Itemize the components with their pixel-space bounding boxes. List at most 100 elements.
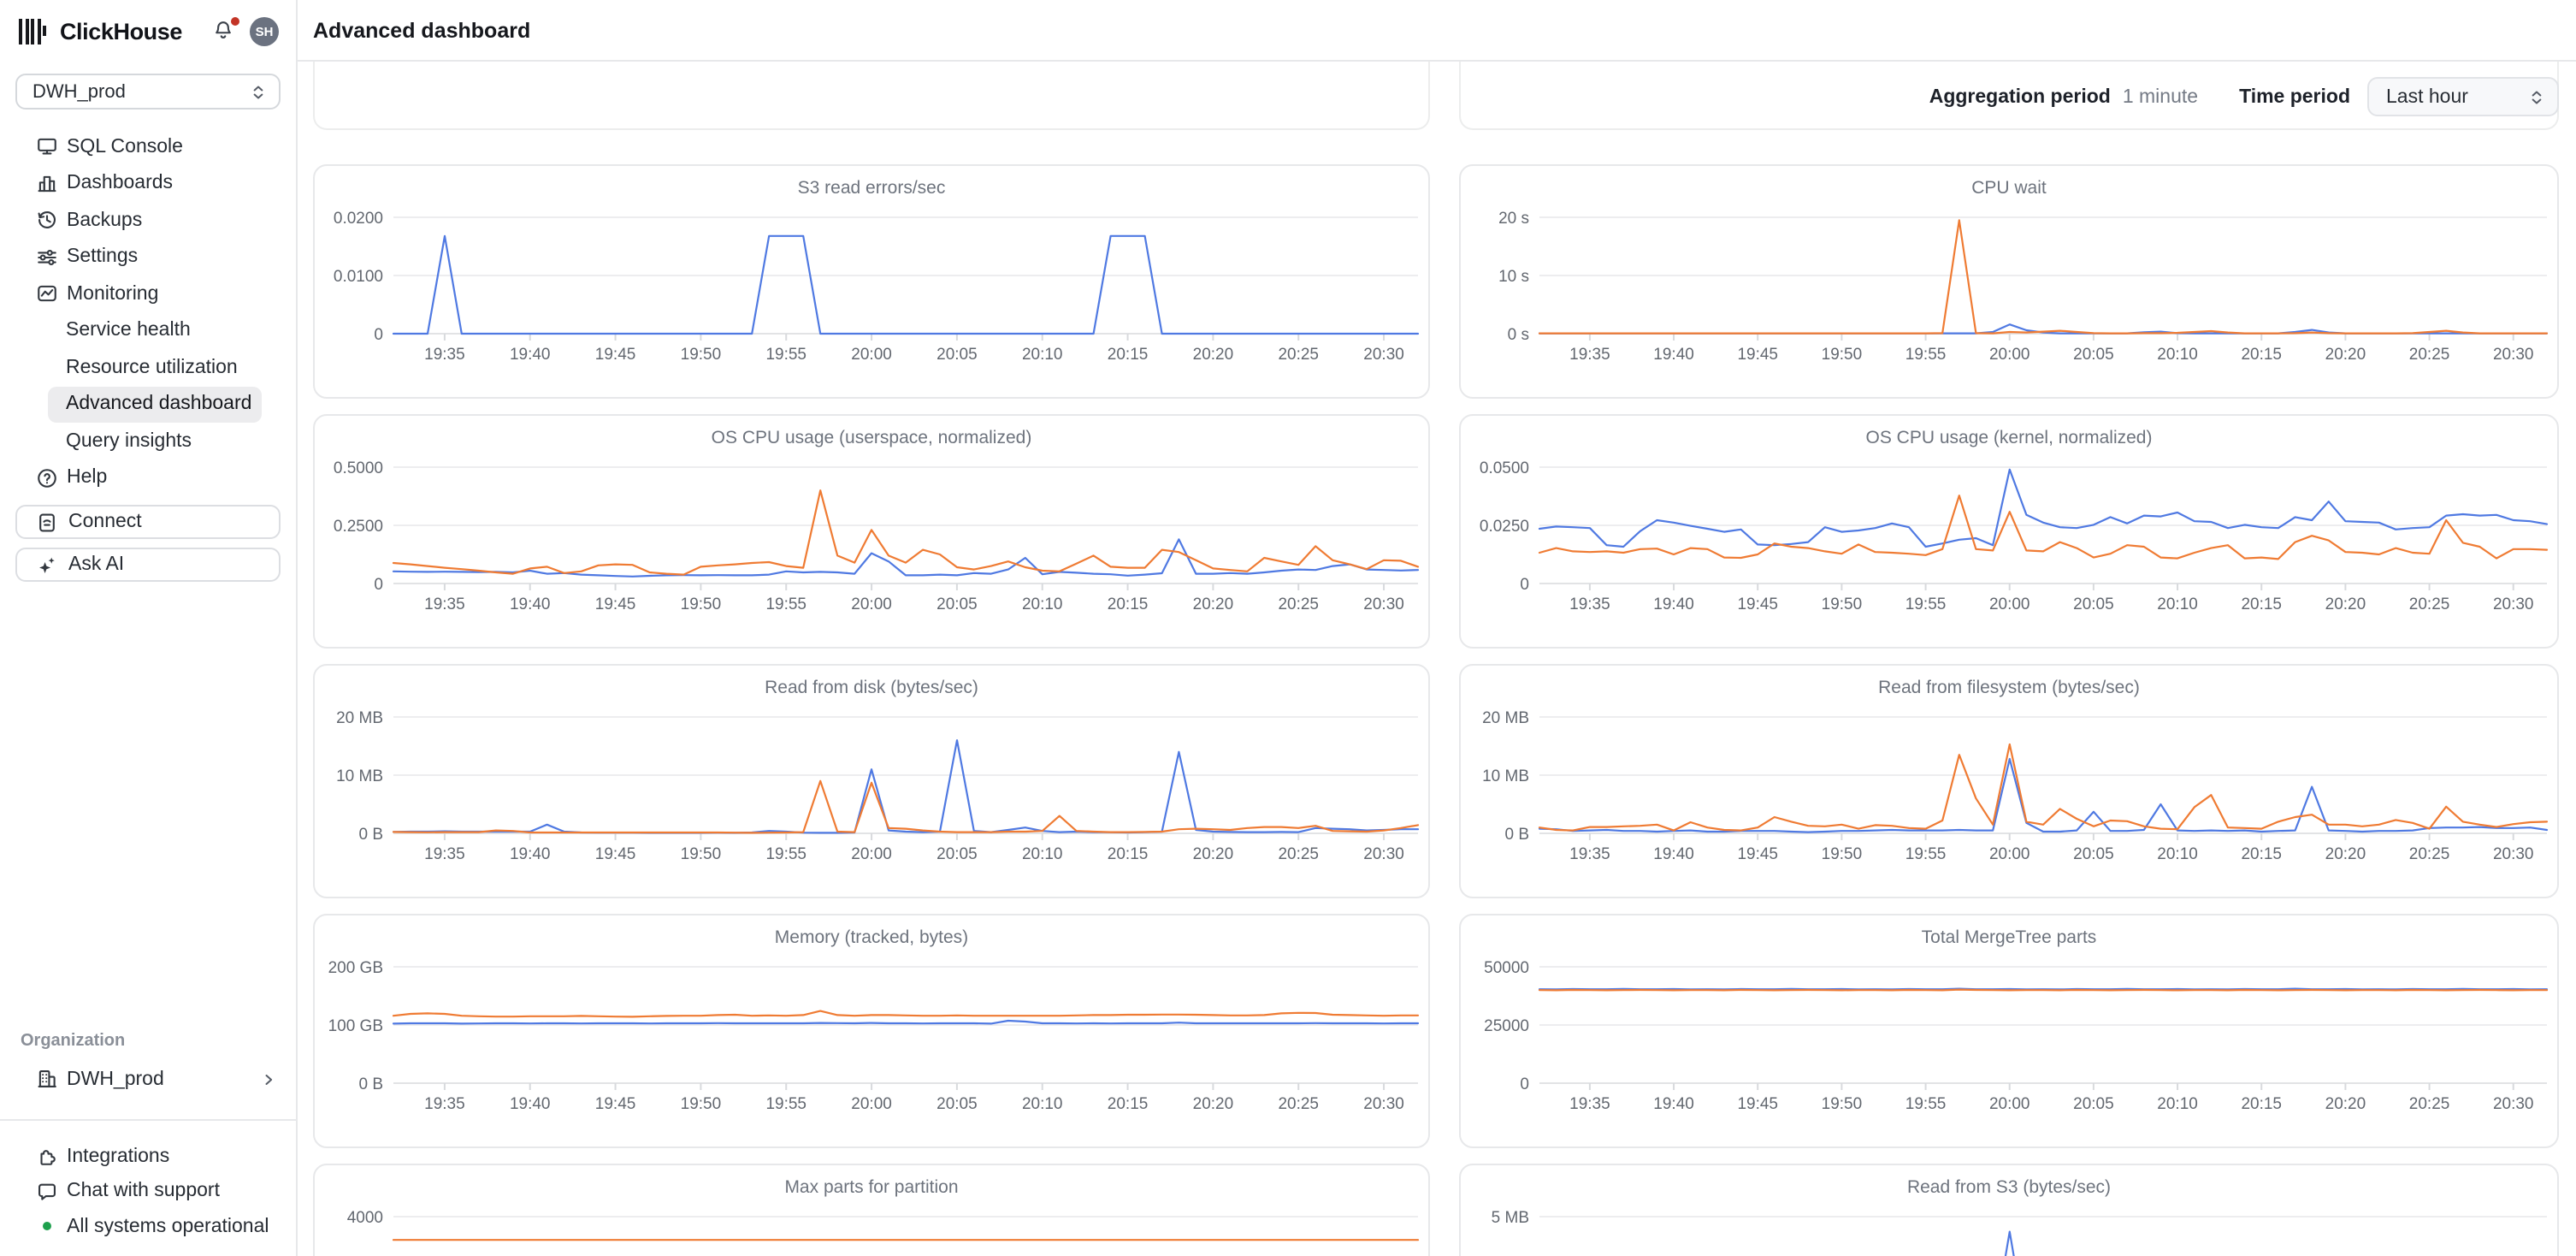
- x-axis-tick-label: 20:15: [1108, 1095, 1149, 1113]
- series-line: [2004, 1230, 2015, 1256]
- sidebar-item-monitoring[interactable]: Monitoring: [0, 275, 296, 312]
- x-axis-tick-label: 19:35: [1569, 595, 1610, 613]
- x-axis-tick-label: 19:50: [1822, 346, 1863, 364]
- clickhouse-logo-icon: [19, 18, 50, 44]
- x-axis-tick-label: 19:35: [1569, 346, 1610, 364]
- status-dot-icon: [36, 1216, 58, 1238]
- main-area: Advanced dashboard Aggregation period 1 …: [298, 0, 2576, 1256]
- sidebar-item-sql-console[interactable]: SQL Console: [0, 128, 296, 165]
- x-axis-tick-label: 20:10: [2157, 595, 2198, 613]
- chart-plot: 0 B 10 MB 20 MB 19:35 19:40 19:45 19:50 19:55 20…: [336, 709, 1420, 863]
- chart-card-5: Read from disk (bytes/sec) 0 B 10 MB 20 MB 1…: [313, 664, 1430, 898]
- x-axis-tick-label: 19:55: [765, 1095, 806, 1113]
- sidebar-divider: [0, 1118, 296, 1120]
- x-axis-tick-label: 20:00: [851, 1095, 892, 1113]
- x-axis-tick-label: 20:00: [851, 595, 892, 613]
- ask-ai-button-label: Ask AI: [68, 554, 125, 575]
- sidebar-item-query-insights[interactable]: Query insights: [48, 423, 262, 459]
- sidebar-item-backups[interactable]: Backups: [0, 202, 296, 239]
- x-axis-tick-label: 20:10: [1022, 346, 1063, 364]
- chart-card-2: CPU wait 0 s 10 s 20 s 19:35 19:40 19:45 19:50 1…: [1459, 164, 2559, 399]
- series-line: [1538, 988, 2549, 992]
- sidebar-item-resource-utilization[interactable]: Resource utilization: [48, 349, 262, 386]
- sidebar-item-settings[interactable]: Settings: [0, 239, 296, 275]
- chart-plot: 0 25000 50000 19:35 19:40 19:45 19:50 19:55 20:0…: [1484, 959, 2549, 1113]
- organization-switcher[interactable]: DWH_prod: [0, 1061, 296, 1098]
- sidebar-item-label: Query insights: [66, 430, 192, 452]
- series-line: [392, 489, 1420, 576]
- x-axis-tick-label: 19:55: [765, 845, 806, 863]
- chart-card-6: Read from filesystem (bytes/sec) 0 B 10 MB…: [1459, 664, 2559, 898]
- organization-name: DWH_prod: [67, 1069, 164, 1090]
- x-axis-tick-label: 19:50: [681, 1095, 722, 1113]
- sidebar-item-chat-support[interactable]: Chat with support: [0, 1174, 296, 1209]
- x-axis-tick-label: 19:40: [510, 845, 551, 863]
- x-axis-tick-label: 20:00: [1989, 346, 2030, 364]
- x-axis-tick-label: 20:05: [2073, 1095, 2114, 1113]
- x-axis-tick-label: 20:05: [2073, 845, 2114, 863]
- avatar[interactable]: SH: [250, 16, 279, 45]
- x-axis-tick-label: 20:20: [1193, 595, 1234, 613]
- notifications-button[interactable]: [212, 16, 239, 44]
- chart-plot: 0 s 10 s 20 s 19:35 19:40 19:45 19:50 19:55 20:0…: [1498, 210, 2549, 364]
- x-axis-tick-label: 19:45: [1737, 595, 1778, 613]
- y-axis-tick-label: 10 MB: [1482, 767, 1529, 785]
- x-axis-tick-label: 20:30: [2493, 595, 2534, 613]
- chevron-up-down-icon: [2532, 90, 2542, 104]
- x-axis-tick-label: 20:25: [1278, 1095, 1319, 1113]
- ask-ai-button[interactable]: Ask AI: [15, 548, 281, 582]
- notification-dot: [230, 16, 239, 26]
- x-axis-tick-label: 19:35: [1569, 1095, 1610, 1113]
- sidebar-item-dashboards[interactable]: Dashboards: [0, 165, 296, 202]
- x-axis-tick-label: 19:35: [1569, 845, 1610, 863]
- x-axis-tick-label: 19:50: [1822, 1095, 1863, 1113]
- x-axis-tick-label: 19:40: [510, 1095, 551, 1113]
- sidebar-item-advanced-dashboard[interactable]: Advanced dashboard: [48, 386, 262, 423]
- page-header: Advanced dashboard: [298, 0, 2576, 62]
- x-axis-tick-label: 20:30: [2493, 1095, 2534, 1113]
- sidebar-item-service-health[interactable]: Service health: [48, 312, 262, 349]
- y-axis-tick-label: 20 MB: [336, 709, 383, 727]
- x-axis-tick-label: 19:50: [1822, 845, 1863, 863]
- x-axis-tick-label: 20:10: [2157, 845, 2198, 863]
- y-axis-tick-label: 0.0500: [1480, 459, 1529, 477]
- y-axis-tick-label: 10 MB: [336, 767, 383, 785]
- x-axis-tick-label: 20:15: [2241, 595, 2282, 613]
- brand-name: ClickHouse: [59, 18, 182, 44]
- sidebar-item-label: Advanced dashboard: [66, 394, 252, 415]
- chart-card-4: OS CPU usage (kernel, normalized) 0 0.0250…: [1459, 414, 2559, 649]
- x-axis-tick-label: 19:55: [765, 595, 806, 613]
- series-line: [392, 234, 1420, 335]
- system-status[interactable]: All systems operational: [0, 1209, 296, 1244]
- organization-section-label: Organization: [21, 1032, 126, 1051]
- monitoring-icon: [36, 283, 58, 305]
- y-axis-tick-label: 25000: [1484, 1017, 1529, 1035]
- x-axis-tick-label: 20:20: [1193, 1095, 1234, 1113]
- chart-title: Max parts for partition: [784, 1177, 959, 1198]
- chart-title: CPU wait: [1971, 178, 2047, 198]
- series-line: [392, 1010, 1420, 1018]
- x-axis-tick-label: 19:35: [424, 595, 465, 613]
- bell-icon: [216, 21, 231, 38]
- sidebar-bottom: Organization DWH_prod Integrations Cha: [0, 1032, 296, 1256]
- x-axis-tick-label: 20:10: [1022, 845, 1063, 863]
- chart-plot: 0 B 10 MB 20 MB 19:35 19:40 19:45 19:50 19:55 20…: [1482, 709, 2549, 863]
- x-axis-tick-label: 19:40: [1653, 595, 1694, 613]
- sidebar-item-help[interactable]: Help: [0, 459, 296, 496]
- x-axis-tick-label: 20:20: [2325, 595, 2366, 613]
- service-selector[interactable]: DWH_prod: [15, 74, 281, 110]
- time-period-select[interactable]: Last hour: [2367, 77, 2559, 116]
- page-title: Advanced dashboard: [313, 18, 531, 42]
- y-axis-tick-label: 20 s: [1498, 210, 1529, 228]
- x-axis-tick-label: 20:00: [1989, 1095, 2030, 1113]
- connect-icon: [36, 511, 58, 533]
- chart-card-9: Max parts for partition02000400019:3519:…: [313, 1164, 1430, 1256]
- x-axis-tick-label: 20:20: [2325, 346, 2366, 364]
- x-axis-tick-label: 20:15: [2241, 346, 2282, 364]
- chevron-up-down-icon: [253, 85, 263, 98]
- y-axis-tick-label: 0: [1520, 1075, 1529, 1093]
- chart-card-3: OS CPU usage (userspace, normalized) 0 0.2…: [313, 414, 1430, 649]
- connect-button[interactable]: Connect: [15, 505, 281, 539]
- sidebar-item-integrations[interactable]: Integrations: [0, 1139, 296, 1174]
